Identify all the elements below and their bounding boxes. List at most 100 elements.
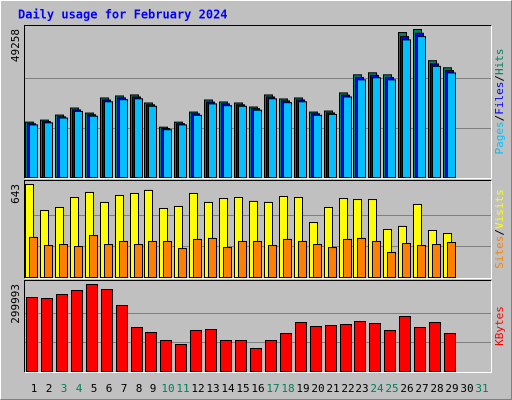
legend-entry: Hits <box>493 49 506 76</box>
chart-title: Daily usage for February 2024 <box>18 8 228 22</box>
bar <box>280 333 292 373</box>
legend: Sites/Visits <box>493 189 506 269</box>
bar <box>116 305 128 373</box>
bar <box>208 103 217 178</box>
bar <box>343 238 352 278</box>
bar <box>238 240 247 279</box>
panel-border-dark <box>24 180 492 279</box>
bar <box>56 294 68 372</box>
panel-border-dark <box>24 280 492 373</box>
bar <box>134 98 143 178</box>
bar <box>59 117 68 178</box>
bar <box>223 247 232 278</box>
legend: Pages/Files/Hits <box>493 49 506 155</box>
bar <box>223 105 232 178</box>
bar <box>417 36 426 178</box>
y-tick-label: 49258 <box>9 29 22 62</box>
bar <box>163 240 172 279</box>
bar <box>26 296 38 372</box>
bar <box>283 102 292 178</box>
bar <box>205 328 217 372</box>
y-tick-label: 299993 <box>9 284 22 324</box>
bar <box>372 240 381 279</box>
x-tick-label: 27 <box>415 382 428 395</box>
bar <box>253 109 262 178</box>
bar <box>160 340 172 373</box>
bar <box>343 96 352 178</box>
legend-separator: / <box>493 75 506 82</box>
bar <box>193 238 202 278</box>
bar <box>399 316 411 372</box>
x-tick-label: 15 <box>236 382 249 395</box>
bar <box>101 289 113 372</box>
bar <box>340 323 352 372</box>
bar <box>74 246 83 279</box>
bar <box>178 124 187 178</box>
bar <box>298 240 307 279</box>
bar <box>354 320 366 373</box>
bar <box>447 241 456 278</box>
bar <box>444 333 456 373</box>
x-tick-label: 22 <box>341 382 354 395</box>
bar <box>253 240 262 279</box>
bar <box>134 244 143 279</box>
legend-entry: Files <box>493 82 506 115</box>
bar <box>193 114 202 178</box>
x-tick-label: 23 <box>355 382 368 395</box>
x-tick-label: 2 <box>46 382 53 395</box>
x-tick-label: 3 <box>61 382 68 395</box>
legend-entry: Sites <box>493 236 506 269</box>
bar <box>369 323 381 372</box>
bar <box>29 236 38 278</box>
x-tick-label: 21 <box>326 382 339 395</box>
bar <box>432 244 441 279</box>
legend: KBytes <box>493 306 506 346</box>
y-tick-label: 643 <box>9 184 22 204</box>
bar <box>71 290 83 372</box>
x-tick-label: 7 <box>121 382 128 395</box>
bar <box>429 322 441 372</box>
bar <box>417 245 426 278</box>
bar <box>268 245 277 278</box>
bar <box>414 327 426 373</box>
x-tick-label: 14 <box>221 382 235 395</box>
x-tick-label: 26 <box>400 382 413 395</box>
bar <box>265 340 277 373</box>
bar <box>295 322 307 372</box>
bar <box>298 101 307 178</box>
bar <box>328 247 337 278</box>
x-tick-label: 9 <box>150 382 157 395</box>
x-tick-label: 25 <box>385 382 398 395</box>
x-tick-label: 16 <box>251 382 264 395</box>
bar <box>148 240 157 279</box>
bar <box>74 110 83 178</box>
x-tick-label: 20 <box>311 382 324 395</box>
bar <box>86 284 98 372</box>
bar <box>310 325 322 373</box>
x-tick-label: 11 <box>176 382 189 395</box>
x-tick-label: 1 <box>31 382 38 395</box>
bar <box>328 113 337 178</box>
bar <box>313 114 322 178</box>
bar <box>89 115 98 179</box>
bar <box>148 105 157 178</box>
panel-border-light <box>24 280 492 373</box>
bar <box>131 327 143 373</box>
bar <box>119 240 128 279</box>
bar <box>41 297 53 373</box>
x-tick-label: 13 <box>206 382 219 395</box>
bar <box>235 340 247 373</box>
x-tick-label: 5 <box>91 382 98 395</box>
legend-entry: Pages <box>493 121 506 154</box>
bar <box>44 122 53 178</box>
bar <box>238 105 247 178</box>
panel-border-dark <box>24 25 492 179</box>
x-tick-label: 12 <box>191 382 204 395</box>
legend-entry: Visits <box>493 189 506 229</box>
x-tick-label: 29 <box>445 382 458 395</box>
bar <box>357 237 366 279</box>
bar <box>220 340 232 373</box>
